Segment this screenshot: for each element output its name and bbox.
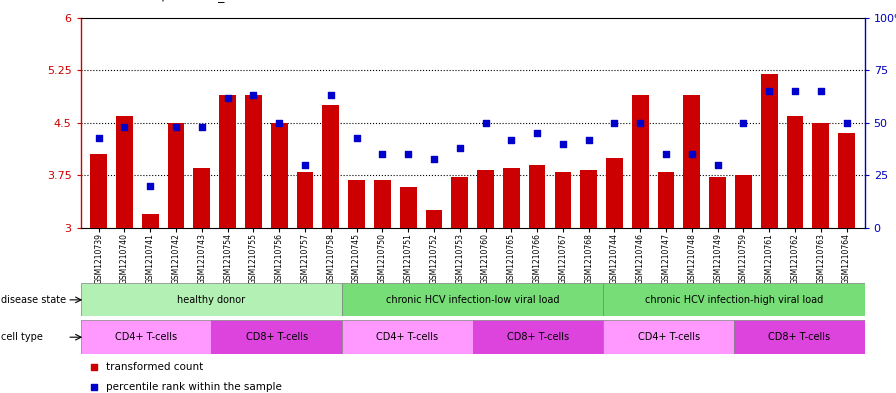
Bar [271,123,288,228]
Point [87,384,101,390]
Bar [349,180,365,228]
Point [401,151,416,158]
Bar [684,95,701,228]
Bar [400,187,417,228]
Point [297,162,312,168]
Bar [473,320,603,354]
Point [685,151,699,158]
Point [426,155,441,162]
Point [788,88,802,94]
Bar [658,172,675,228]
Point [737,119,751,126]
Bar [297,172,314,228]
Bar [710,177,726,228]
Text: CD4+ T-cells: CD4+ T-cells [638,332,700,342]
Point [530,130,544,136]
Bar [838,133,855,228]
Text: GDS4880 / 243808_at: GDS4880 / 243808_at [99,0,237,2]
Point [117,124,132,130]
Bar [116,116,133,228]
Point [633,119,648,126]
Point [246,92,261,99]
Point [452,145,467,151]
Bar [323,105,340,228]
Bar [142,214,159,228]
Bar [632,95,649,228]
Point [478,119,493,126]
Point [349,134,364,141]
Text: disease state: disease state [1,295,66,305]
Point [556,141,570,147]
Text: percentile rank within the sample: percentile rank within the sample [106,382,281,392]
Point [814,88,828,94]
Bar [90,154,108,228]
Bar [555,172,572,228]
Text: transformed count: transformed count [106,362,203,373]
Bar [603,320,734,354]
Point [582,136,596,143]
Text: healthy donor: healthy donor [177,295,246,305]
Bar [581,171,597,228]
Point [91,134,106,141]
Point [168,124,183,130]
Bar [220,95,236,228]
Bar [81,283,342,316]
Bar [813,123,829,228]
Bar [426,210,443,228]
Bar [603,283,865,316]
Text: CD8+ T-cells: CD8+ T-cells [246,332,307,342]
Point [840,119,854,126]
Bar [194,168,211,228]
Text: cell type: cell type [1,332,43,342]
Point [711,162,725,168]
Text: chronic HCV infection-high viral load: chronic HCV infection-high viral load [645,295,823,305]
Point [659,151,673,158]
Bar [529,165,546,228]
Bar [787,116,804,228]
Bar [606,158,623,228]
Bar [81,320,211,354]
Bar [734,320,865,354]
Bar [211,320,342,354]
Bar [452,177,468,228]
Point [220,94,235,101]
Bar [374,180,391,228]
Text: CD4+ T-cells: CD4+ T-cells [376,332,438,342]
Point [143,183,158,189]
Text: chronic HCV infection-low viral load: chronic HCV infection-low viral load [386,295,559,305]
Point [762,88,777,94]
Point [272,119,287,126]
Bar [245,95,262,228]
Text: CD8+ T-cells: CD8+ T-cells [768,332,831,342]
Point [607,119,622,126]
Point [87,364,101,371]
Point [194,124,209,130]
Bar [503,168,520,228]
Bar [342,283,603,316]
Bar [478,171,494,228]
Point [504,136,519,143]
Bar [761,74,778,228]
Bar [168,123,185,228]
Bar [735,175,752,228]
Text: CD8+ T-cells: CD8+ T-cells [507,332,569,342]
Point [375,151,390,158]
Point [323,92,338,99]
Bar [342,320,473,354]
Text: CD4+ T-cells: CD4+ T-cells [115,332,177,342]
